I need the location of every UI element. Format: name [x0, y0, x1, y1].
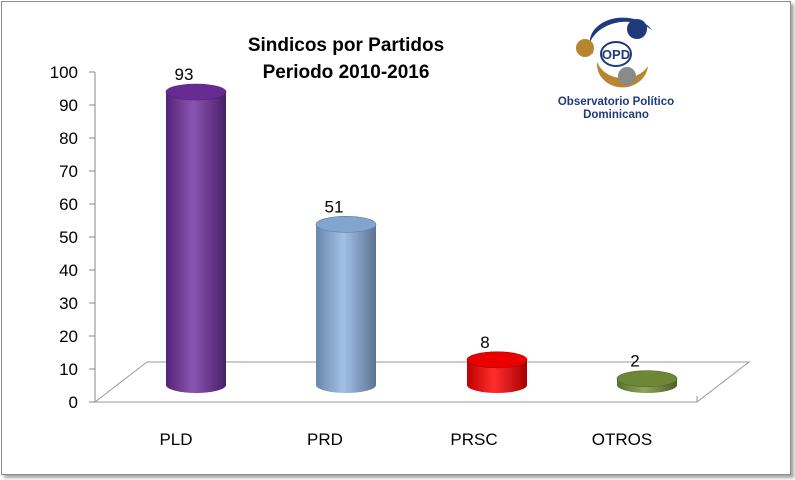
bar-prsc: [466, 351, 528, 393]
category-labels: PLD PRD PRSC OTROS: [159, 430, 652, 449]
bar-top: [616, 370, 678, 387]
data-label: 51: [325, 197, 344, 216]
data-labels: 93 51 8 2: [175, 65, 640, 371]
y-ticks: 0 10 20 30 40 50 60 70 80 90 100: [50, 63, 95, 412]
data-label: 2: [630, 352, 639, 371]
y-tick-label: 70: [59, 162, 78, 181]
bar-top: [165, 83, 227, 101]
bar-prd: [315, 216, 377, 393]
category-label: OTROS: [592, 430, 652, 449]
y-tick-label: 60: [59, 195, 78, 214]
bar-otros: [616, 370, 678, 393]
logo-arc-icon: [596, 62, 648, 88]
logo-line2: Dominicano: [583, 109, 649, 121]
y-tick-label: 90: [59, 96, 78, 115]
logo-navy-dot-icon: [627, 19, 647, 39]
logo-line1: Observatorio Político: [558, 96, 674, 108]
y-tick-label: 40: [59, 261, 78, 280]
y-tick-label: 50: [59, 228, 78, 247]
logo-ring-icon: [600, 41, 632, 67]
chart-title: Sindicos por Partidos: [248, 35, 444, 56]
bar-pld: [165, 83, 227, 393]
floor-plane: [93, 361, 751, 403]
bar-body: [166, 92, 226, 393]
logo-gray-dot-icon: [618, 67, 636, 85]
y-tick-label: 80: [59, 129, 78, 148]
y-tick-label: 10: [59, 360, 78, 379]
data-label: 8: [480, 333, 489, 352]
category-label: PLD: [159, 430, 192, 449]
bar-top: [466, 351, 528, 369]
chart-subtitle: Periodo 2010-2016: [263, 62, 430, 83]
bar-body: [316, 224, 376, 393]
y-tick-label: 20: [59, 327, 78, 346]
logo-swoosh-icon: [588, 17, 652, 54]
bars: [165, 83, 678, 393]
category-label: PRSC: [450, 430, 497, 449]
category-label: PRD: [307, 430, 343, 449]
logo-gold-dot-icon: [576, 39, 594, 57]
y-tick-label: 100: [50, 63, 78, 82]
y-tick-label: 0: [69, 393, 78, 412]
bar-body: [467, 359, 527, 393]
y-tick-label: 30: [59, 294, 78, 313]
data-label: 93: [175, 65, 194, 84]
logo-mark: OPD: [602, 47, 630, 62]
bar-top: [315, 216, 377, 233]
opd-logo: OPD Observatorio Político Dominicano: [558, 17, 674, 121]
